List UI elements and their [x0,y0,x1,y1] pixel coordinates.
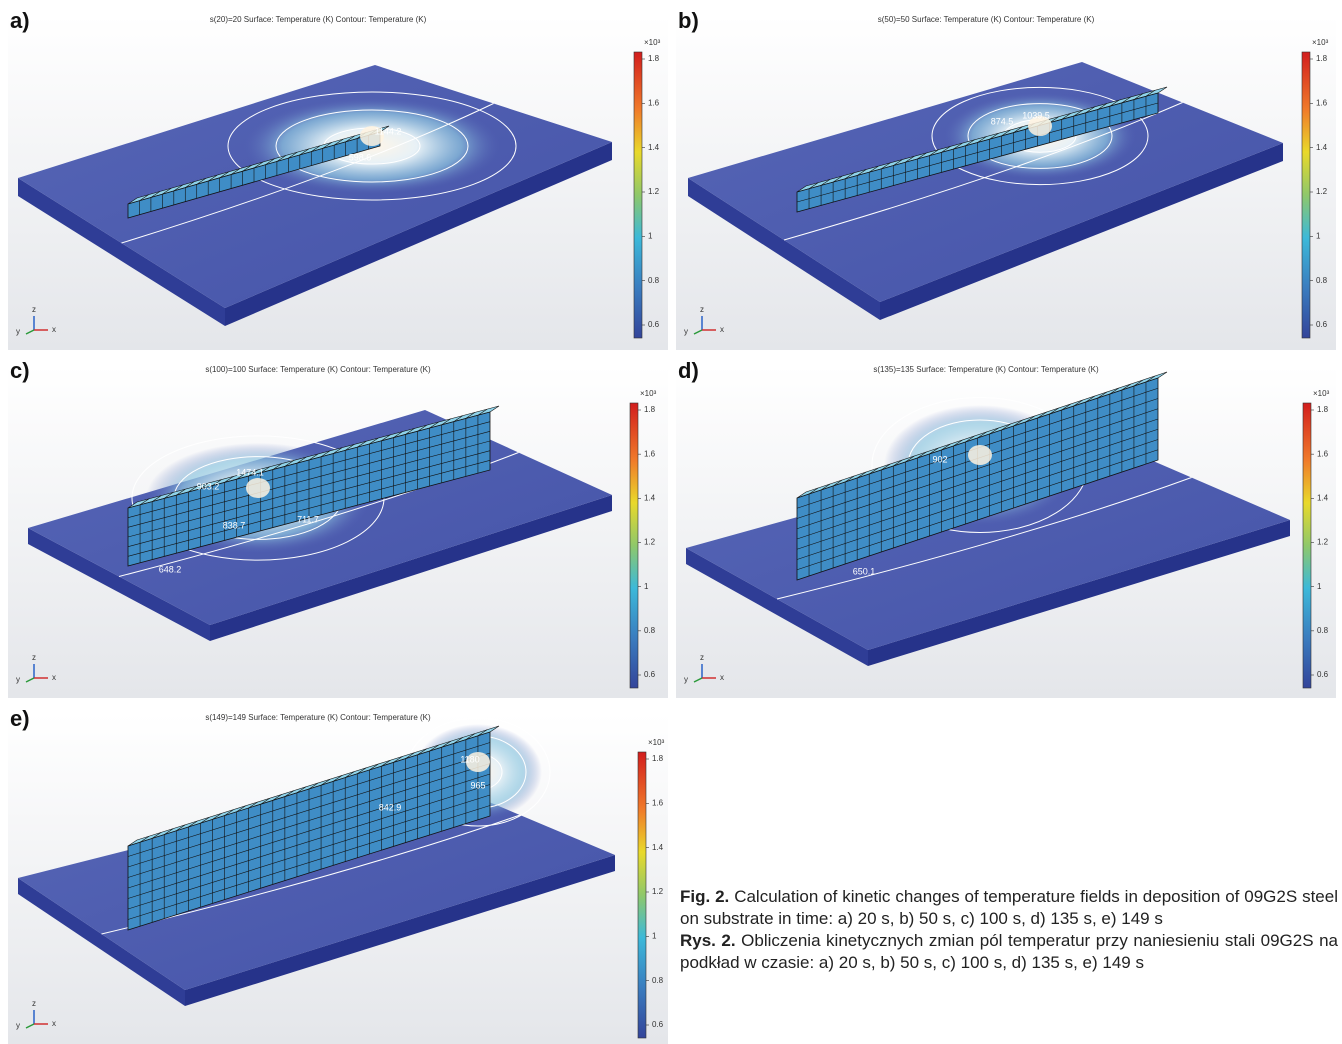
colorbar-tick-label: 0.8 [1316,276,1328,285]
contour-label: 1144.2 [375,126,402,136]
caption-label: Rys. 2. [680,931,736,950]
colorbar [1302,52,1310,338]
axis-label: z [32,305,36,314]
panel-label: c) [10,358,30,383]
colorbar-tick-label: 1.6 [648,98,660,107]
colorbar-unit: ×10³ [1313,389,1330,398]
axis-label: x [52,1019,56,1028]
colorbar [630,403,638,688]
contour-label: 1180 [460,754,479,764]
contour-label: 874.5 [991,116,1014,126]
contour-label: 903.2 [197,481,220,491]
contour-label: 650.1 [853,566,876,576]
colorbar-tick-label: 1.2 [648,187,660,196]
colorbar-tick-label: 1.6 [1316,98,1328,107]
colorbar-tick-label: 1.4 [1316,143,1328,152]
colorbar [638,752,646,1038]
contour-label: 842.9 [379,802,402,812]
axis-label: x [720,673,724,682]
panel-label: d) [678,358,699,383]
colorbar [634,52,642,338]
caption-text: Obliczenia kinetycznych zmian pól temper… [680,931,1338,972]
panel-label: b) [678,8,699,33]
colorbar-unit: ×10³ [1312,38,1329,47]
caption-text: Calculation of kinetic changes of temper… [680,887,1338,928]
colorbar-tick-label: 0.6 [1316,320,1328,329]
colorbar-tick-label: 1.4 [648,143,660,152]
contour-label: 1474.1 [236,467,264,477]
contour-label: 711.7 [297,514,319,524]
axis-label: y [16,327,20,336]
axis-label: x [52,673,56,682]
colorbar [1303,403,1311,688]
colorbar-tick-label: 1.4 [1317,493,1329,502]
colorbar-tick-label: 0.8 [1317,626,1329,635]
colorbar-tick-label: 1.2 [652,887,664,896]
contour-label: 648.2 [159,564,182,574]
contour-label: 838.7 [223,520,246,530]
colorbar-unit: ×10³ [644,38,661,47]
colorbar-tick-label: 1.8 [644,405,656,414]
axis-label: z [32,653,36,662]
colorbar-tick-label: 1.6 [652,798,664,807]
colorbar-tick-label: 0.6 [644,670,656,679]
colorbar-tick-label: 0.8 [644,626,656,635]
colorbar-tick-label: 0.6 [648,320,660,329]
colorbar-tick-label: 1.8 [1316,54,1328,63]
axis-label: y [16,675,20,684]
colorbar-tick-label: 1.4 [652,843,664,852]
colorbar-tick-label: 1 [1316,231,1321,240]
colorbar-tick-label: 0.8 [648,276,660,285]
colorbar-tick-label: 1.2 [644,538,656,547]
panel-title: s(50)=50 Surface: Temperature (K) Contou… [878,15,1095,24]
colorbar-tick-label: 1.8 [652,754,664,763]
panel-title: s(135)=135 Surface: Temperature (K) Cont… [873,365,1099,374]
hot-spot [968,445,992,465]
colorbar-tick-label: 0.6 [1317,670,1329,679]
panel-title: s(100)=100 Surface: Temperature (K) Cont… [205,365,431,374]
caption-label: Fig. 2. [680,887,729,906]
axis-label: z [700,653,704,662]
colorbar-tick-label: 0.6 [652,1020,664,1029]
contour-label: 902 [932,454,947,464]
contour-label: 598.6 [349,152,372,162]
colorbar-tick-label: 1.4 [644,493,656,502]
axis-label: x [720,325,724,334]
hot-spot [246,478,270,498]
colorbar-tick-label: 1 [648,231,653,240]
caption: Fig. 2. Calculation of kinetic changes o… [680,886,1338,974]
colorbar-tick-label: 0.8 [652,976,664,985]
colorbar-tick-label: 1 [644,582,649,591]
axis-label: z [32,999,36,1008]
panel-label: a) [10,8,30,33]
panel-title: s(20)=20 Surface: Temperature (K) Contou… [210,15,427,24]
axis-label: x [52,325,56,334]
axis-label: y [684,675,688,684]
colorbar-tick-label: 1 [652,931,657,940]
colorbar-tick-label: 1.6 [644,449,656,458]
colorbar-tick-label: 1.8 [648,54,660,63]
colorbar-unit: ×10³ [648,738,665,747]
colorbar-tick-label: 1.8 [1317,405,1329,414]
contour-label: 1039.5 [1022,110,1050,120]
axis-label: y [16,1021,20,1030]
colorbar-tick-label: 1 [1317,582,1322,591]
colorbar-tick-label: 1.2 [1317,538,1329,547]
colorbar-tick-label: 1.2 [1316,187,1328,196]
axis-label: z [700,305,704,314]
colorbar-unit: ×10³ [640,389,657,398]
panel-title: s(149)=149 Surface: Temperature (K) Cont… [205,713,431,722]
colorbar-tick-label: 1.6 [1317,449,1329,458]
axis-label: y [684,327,688,336]
page: a) s(20)=20 Surface: Temperature (K) Cont… [0,0,1342,1044]
panel-label: e) [10,706,30,731]
contour-label: 965 [470,780,485,790]
